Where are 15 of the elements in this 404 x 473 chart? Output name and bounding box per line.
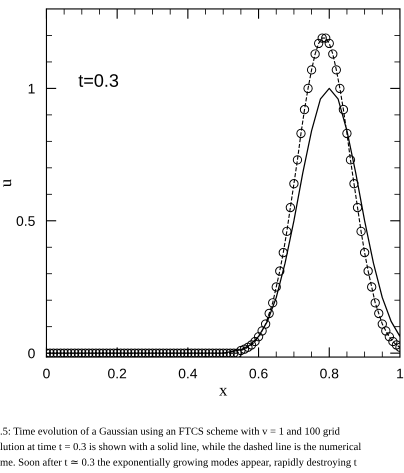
text: .5: Time evolution of a Gaussian using an FTCS scheme with v = 1 and 100 grid [0, 427, 340, 437]
x-tick-label: 0 [43, 368, 50, 378]
x-tick-label: 0.4 [178, 368, 198, 378]
y-tick-label: 1 [28, 84, 35, 94]
y-axis-title: u [3, 179, 12, 187]
text: lution at time t = 0.3 is shown with a solid line, while the dashed line is the numerical [0, 442, 362, 452]
y-tick-label: 0 [28, 348, 35, 358]
text: me. Soon after t ≃ 0.3 the exponentially growing modes appear, rapidly destroying t [0, 458, 357, 468]
x-tick-label: 0.8 [320, 368, 338, 378]
x-tick-label: 0.6 [249, 368, 268, 378]
annotation: t=0.3 [78, 74, 118, 87]
y-tick-label: 0.5 [16, 216, 35, 226]
x-tick-label: 1 [397, 368, 404, 378]
x-axis-title: x [219, 388, 228, 396]
x-tick-label: 0.2 [108, 368, 126, 378]
